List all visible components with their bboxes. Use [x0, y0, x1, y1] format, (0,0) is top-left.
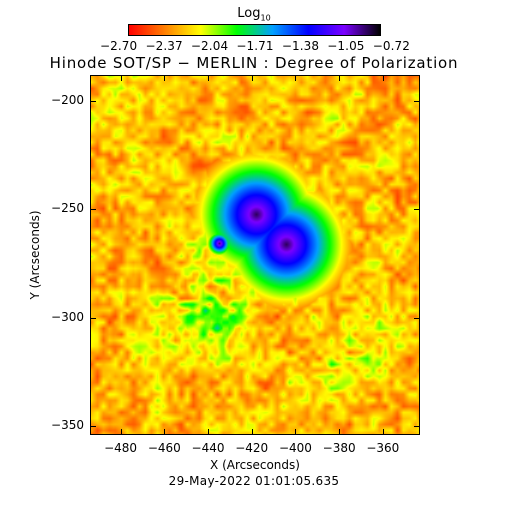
x-tick-mark	[295, 429, 297, 435]
y-tick-mark	[90, 101, 96, 103]
polarization-image	[91, 76, 419, 434]
y-tick-label: −350	[51, 418, 84, 433]
x-tick-mark	[339, 429, 341, 435]
x-tick-mark	[208, 429, 209, 435]
y-axis-label: Y (Arcseconds)	[28, 210, 42, 300]
x-tick-mark	[251, 75, 253, 81]
colorbar-tick-label: −2.70	[100, 39, 138, 53]
y-tick-mark	[90, 209, 96, 211]
x-tick-mark	[382, 429, 384, 435]
x-tick-mark	[208, 75, 209, 81]
x-tick-mark	[120, 75, 122, 81]
plot-title: Hinode SOT/SP − MERLIN : Degree of Polar…	[49, 54, 459, 72]
x-axis-label: X (Arcseconds)	[210, 458, 300, 472]
y-tick-label: −300	[51, 309, 84, 324]
x-tick-mark	[164, 429, 166, 435]
x-tick-mark	[251, 429, 253, 435]
colorbar	[128, 24, 381, 36]
x-tick-label: −460	[147, 441, 181, 455]
y-tick-mark	[414, 317, 420, 319]
colorbar-ticks: −2.70 −2.37 −2.04 −1.71 −1.38 −1.05 −0.72	[100, 39, 410, 53]
colorbar-tick-label: −1.38	[281, 39, 320, 53]
x-tick-label: −360	[366, 441, 400, 455]
x-tick-mark	[120, 429, 122, 435]
y-tick-mark	[90, 426, 96, 428]
y-tick-mark	[414, 209, 420, 211]
y-tick-label: −200	[51, 93, 84, 108]
colorbar-tick-label: −2.37	[145, 39, 183, 53]
y-tick-mark	[90, 317, 96, 319]
x-tick-mark	[295, 75, 297, 81]
colorbar-tick-label: −2.04	[190, 39, 229, 53]
x-tick-label: −380	[322, 441, 356, 455]
colorbar-tick-label: −0.72	[372, 39, 410, 53]
y-tick-label: −250	[51, 201, 84, 216]
polarization-map	[90, 75, 420, 435]
colorbar-title: Log10	[237, 6, 271, 23]
x-tick-label: −420	[235, 441, 269, 455]
x-tick-label: −480	[104, 441, 138, 455]
y-tick-mark	[414, 426, 420, 428]
colorbar-tick-label: −1.05	[327, 39, 365, 53]
x-tick-mark	[382, 75, 384, 81]
x-tick-label: −400	[278, 441, 312, 455]
timestamp: 29-May-2022 01:01:05.635	[168, 474, 340, 488]
colorbar-tick-label: −1.71	[236, 39, 274, 53]
x-tick-mark	[339, 75, 341, 81]
x-tick-mark	[164, 75, 166, 81]
x-tick-label: −440	[191, 441, 225, 455]
y-tick-mark	[414, 101, 420, 103]
